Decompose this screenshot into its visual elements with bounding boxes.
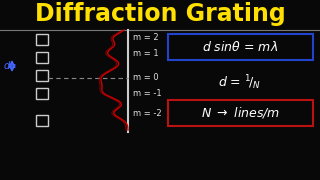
Text: m = -1: m = -1 bbox=[133, 89, 162, 98]
Text: m = -2: m = -2 bbox=[133, 109, 162, 118]
Text: m = 1: m = 1 bbox=[133, 48, 159, 57]
Bar bbox=[36, 51, 48, 62]
Text: m = 0: m = 0 bbox=[133, 73, 159, 82]
Bar bbox=[168, 34, 313, 60]
Bar bbox=[36, 87, 48, 98]
Bar bbox=[36, 33, 48, 44]
Text: d: d bbox=[4, 61, 10, 71]
Text: Diffraction Grating: Diffraction Grating bbox=[35, 2, 285, 26]
Text: m = 2: m = 2 bbox=[133, 33, 159, 42]
Text: N $\rightarrow$ lines/m: N $\rightarrow$ lines/m bbox=[201, 105, 280, 120]
Text: d = $^1\!/_N$: d = $^1\!/_N$ bbox=[219, 74, 261, 92]
Text: d sin$\theta$ = m$\lambda$: d sin$\theta$ = m$\lambda$ bbox=[203, 40, 279, 54]
Bar bbox=[36, 69, 48, 80]
Bar bbox=[168, 100, 313, 126]
Bar bbox=[36, 114, 48, 125]
